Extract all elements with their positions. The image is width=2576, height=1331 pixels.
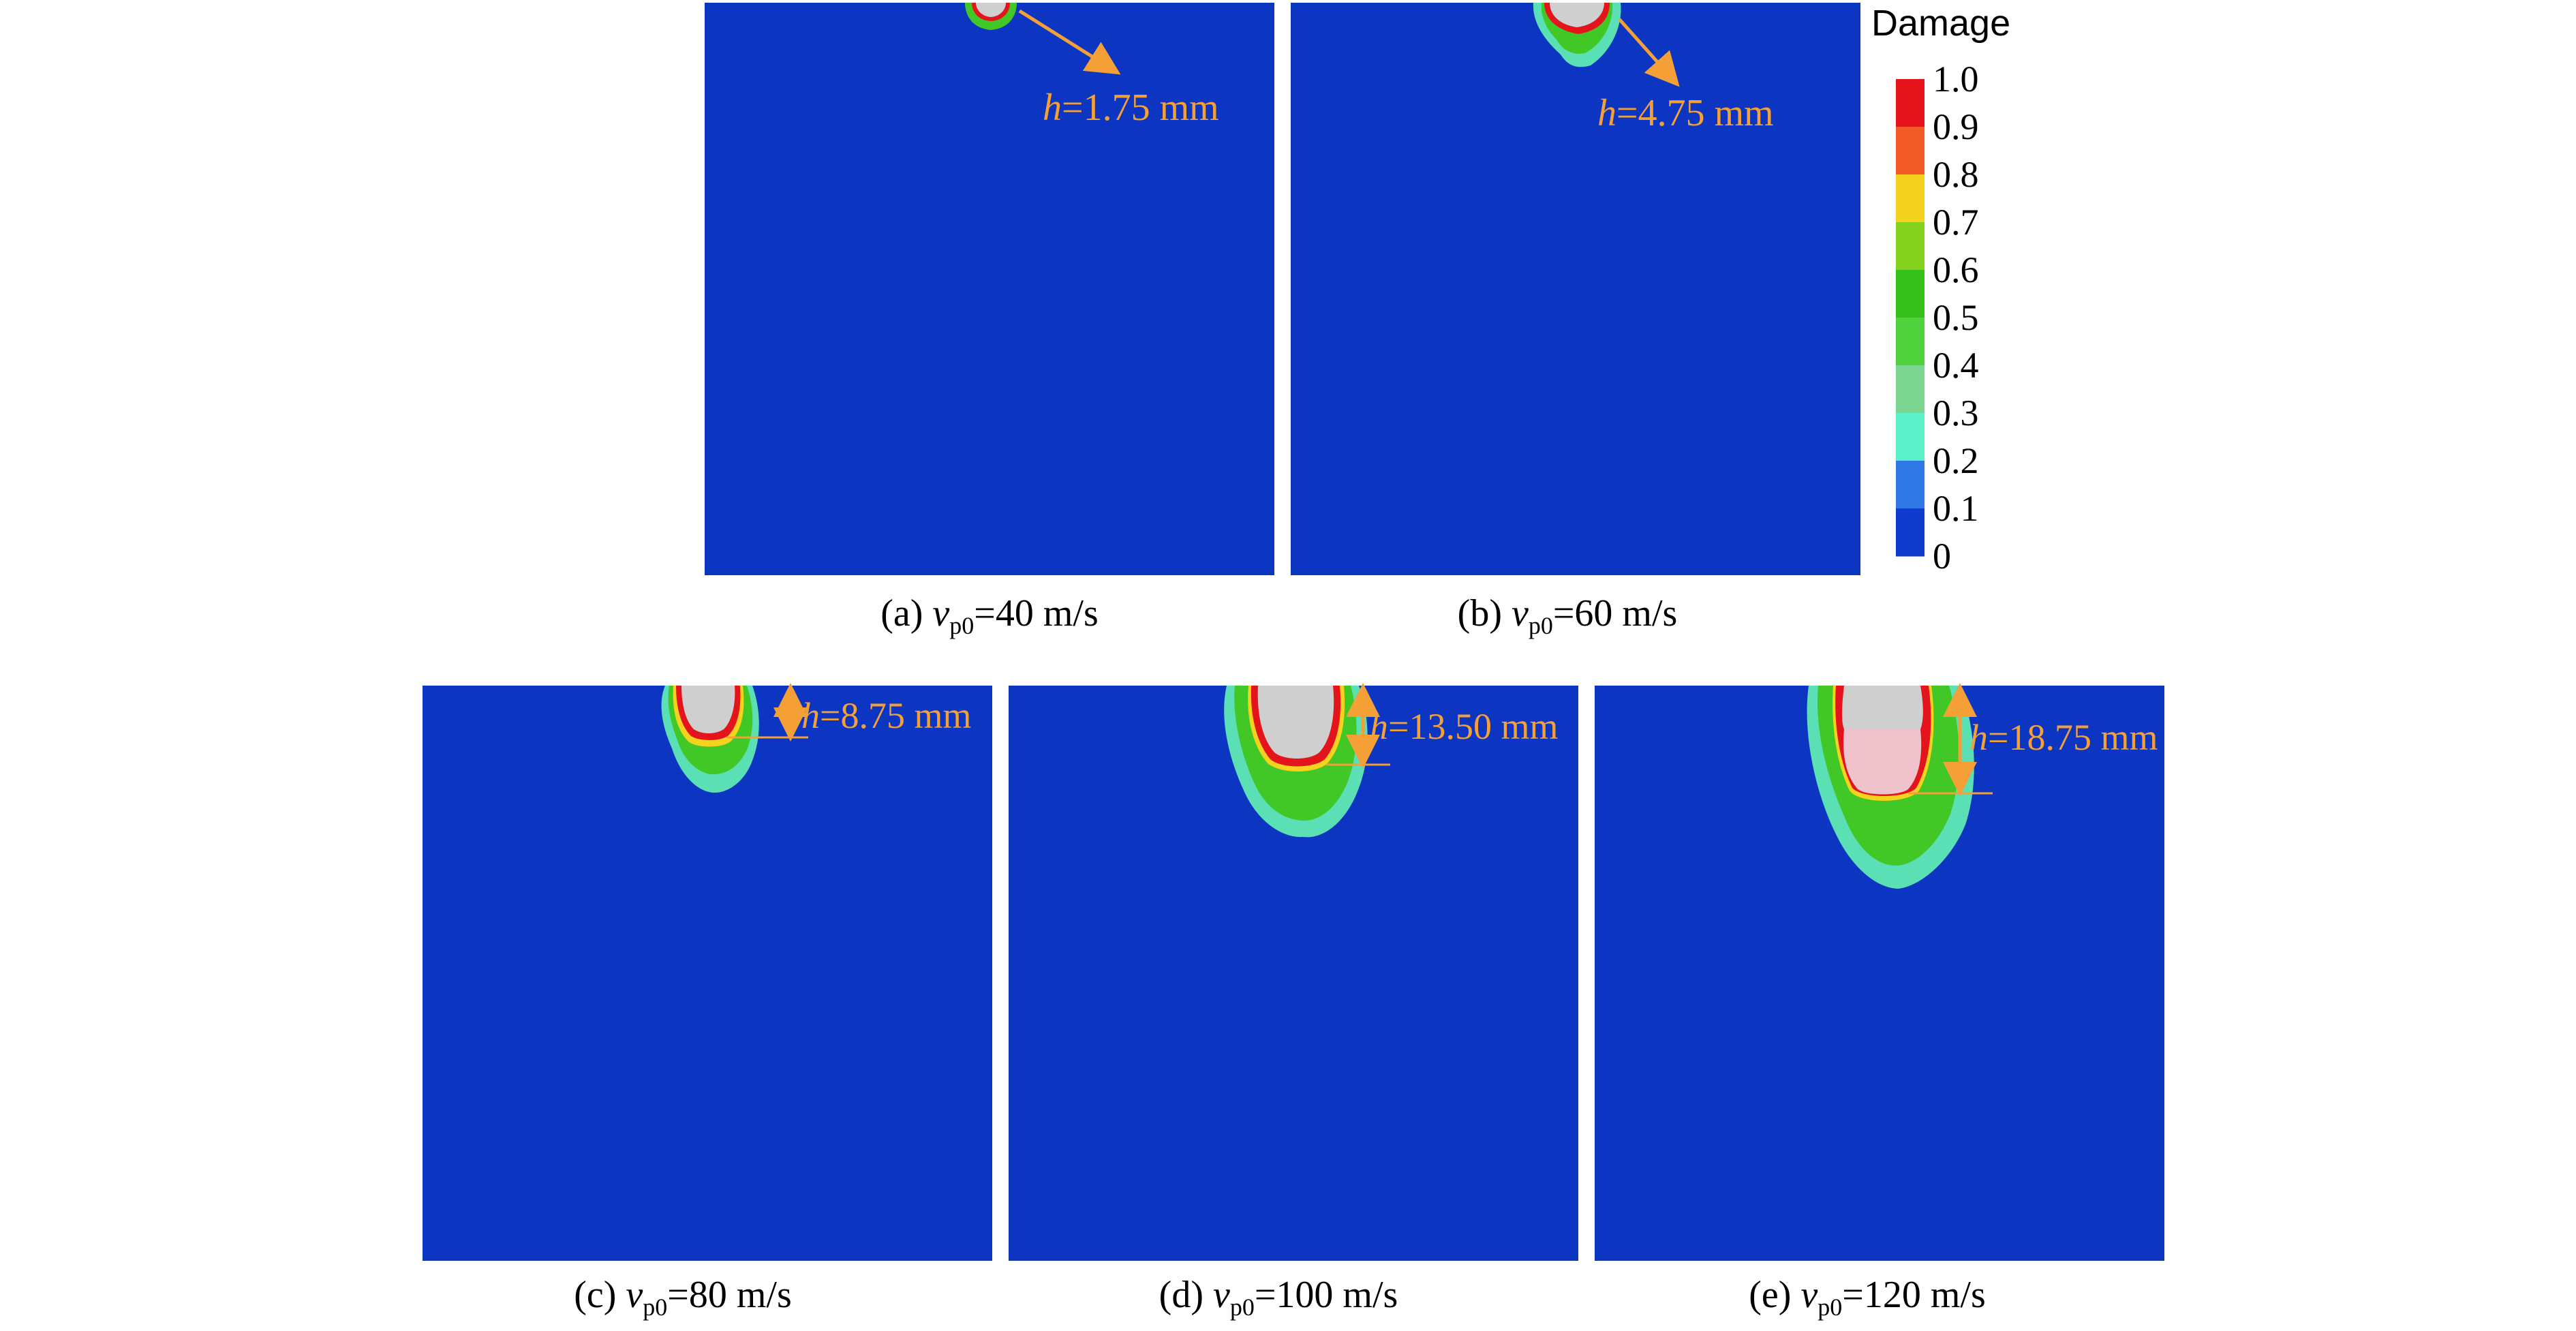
panel-b-damage-zone: [1533, 3, 1621, 67]
panel-c-h-var: h: [801, 695, 820, 736]
panel-e-caption: (e) vp0=120 m/s: [1749, 1274, 1986, 1321]
panel-d-depth-marker: [1326, 683, 1390, 769]
legend-tick-label: 0.1: [1933, 488, 1979, 529]
panel-b: h=4.75 mm (b) vp0=60 m/s: [1291, 3, 1860, 639]
panel-a-caption-var: v: [932, 592, 949, 634]
legend-tick-label: 0.7: [1933, 202, 1979, 243]
legend-band: [1896, 365, 1925, 414]
panel-c-caption-suffix: =80 m/s: [667, 1274, 792, 1316]
panel-a-depth-label: h=1.75 mm: [1043, 87, 1219, 129]
panel-b-h-value: =4.75 mm: [1616, 92, 1774, 134]
panel-a-caption-suffix: =40 m/s: [974, 592, 1099, 634]
panel-b-caption-suffix: =60 m/s: [1553, 592, 1678, 634]
panel-d-caption-prefix: (d): [1159, 1274, 1213, 1316]
panel-c-h-value: =8.75 mm: [820, 695, 971, 736]
legend-tick-label: 0: [1933, 536, 1951, 577]
legend-band: [1896, 508, 1925, 557]
panel-a-caption-prefix: (a): [880, 592, 932, 634]
panel-a-field: [705, 3, 1274, 575]
panel-e-h-value: =18.75 mm: [1988, 717, 2158, 758]
legend-tick-label: 0.4: [1933, 345, 1979, 386]
legend-tick-label: 0.5: [1933, 297, 1979, 338]
panel-c-caption-var: v: [626, 1274, 643, 1316]
damage-legend: Damage 1.0 0.9 0.8 0.7 0.6 0.5 0.4 0.3 0.2 0.1 0: [1871, 3, 2010, 577]
legend-tick-label: 0.2: [1933, 440, 1979, 481]
panel-d-caption-var: v: [1213, 1274, 1230, 1316]
legend-tick-label: 0.8: [1933, 154, 1979, 195]
panel-e-depth-label: h=18.75 mm: [1969, 717, 2158, 758]
legend-band: [1896, 461, 1925, 509]
panel-e-caption-suffix: =120 m/s: [1842, 1274, 1986, 1316]
panel-b-caption-var: v: [1512, 592, 1529, 634]
panel-e-depth-marker: [1908, 683, 1993, 796]
panel-c-caption: (c) vp0=80 m/s: [574, 1274, 792, 1321]
legend-colorbar: [1896, 79, 1925, 557]
panel-b-caption: (b) vp0=60 m/s: [1458, 592, 1678, 639]
panel-a-caption-sub: p0: [949, 612, 974, 639]
panel-d-projectile: [1257, 686, 1334, 759]
legend-tick-label: 0.3: [1933, 393, 1979, 433]
panel-a: h=1.75 mm (a) vp0=40 m/s: [705, 3, 1274, 639]
panel-d-caption-sub: p0: [1230, 1294, 1255, 1321]
panel-e: h=18.75 mm (e) vp0=120 m/s: [1595, 683, 2164, 1321]
legend-band: [1896, 270, 1925, 318]
panel-e-h-var: h: [1969, 717, 1988, 758]
panel-d: h=13.50 mm (d) vp0=100 m/s: [1009, 683, 1578, 1321]
panel-a-h-value: =1.75 mm: [1062, 87, 1219, 129]
panel-a-caption: (a) vp0=40 m/s: [880, 592, 1099, 639]
legend-band: [1896, 318, 1925, 366]
legend-band: [1896, 413, 1925, 461]
panel-b-arrow: [1618, 18, 1680, 87]
panel-d-caption-suffix: =100 m/s: [1255, 1274, 1398, 1316]
panel-c-depth-marker: [726, 683, 808, 741]
legend-tick-label: 0.9: [1933, 106, 1979, 147]
panel-e-projectile-tip: [1843, 729, 1922, 795]
panel-a-projectile: [976, 3, 1006, 17]
panel-e-caption-var: v: [1800, 1274, 1818, 1316]
panel-e-projectile: [1842, 686, 1923, 729]
legend-ticks: 1.0 0.9 0.8 0.7 0.6 0.5 0.4 0.3 0.2 0.1 0: [1933, 59, 1979, 577]
panel-b-projectile: [1550, 3, 1604, 27]
legend-band: [1896, 127, 1925, 175]
panel-d-depth-label: h=13.50 mm: [1370, 706, 1558, 747]
panel-c-caption-sub: p0: [643, 1294, 667, 1321]
panel-b-caption-prefix: (b): [1458, 592, 1512, 634]
panel-b-caption-sub: p0: [1529, 612, 1553, 639]
legend-band: [1896, 174, 1925, 223]
panel-e-damage-zone: [1807, 686, 1974, 889]
panel-c-caption-prefix: (c): [574, 1274, 626, 1316]
legend-band: [1896, 222, 1925, 271]
panel-c-projectile: [681, 686, 735, 733]
panel-e-caption-prefix: (e): [1749, 1274, 1800, 1316]
panel-c-depth-label: h=8.75 mm: [801, 695, 971, 736]
legend-tick-label: 0.6: [1933, 249, 1979, 290]
panel-a-damage-zone: [965, 3, 1017, 30]
panel-a-h-var: h: [1043, 87, 1062, 129]
panel-b-h-var: h: [1597, 92, 1616, 134]
panel-d-damage-zone: [1224, 686, 1368, 838]
panel-c: h=8.75 mm (c) vp0=80 m/s: [423, 683, 992, 1321]
panel-d-caption: (d) vp0=100 m/s: [1159, 1274, 1398, 1321]
panel-d-h-value: =13.50 mm: [1388, 706, 1558, 747]
panel-d-h-var: h: [1370, 706, 1388, 747]
legend-title: Damage: [1871, 3, 2010, 44]
legend-band: [1896, 79, 1925, 127]
panel-a-arrow: [1018, 9, 1121, 75]
panel-b-depth-label: h=4.75 mm: [1597, 92, 1774, 134]
legend-tick-label: 1.0: [1933, 59, 1979, 100]
panel-c-damage-zone: [661, 686, 759, 793]
panel-b-field: [1291, 3, 1860, 575]
panel-e-caption-sub: p0: [1818, 1294, 1842, 1321]
